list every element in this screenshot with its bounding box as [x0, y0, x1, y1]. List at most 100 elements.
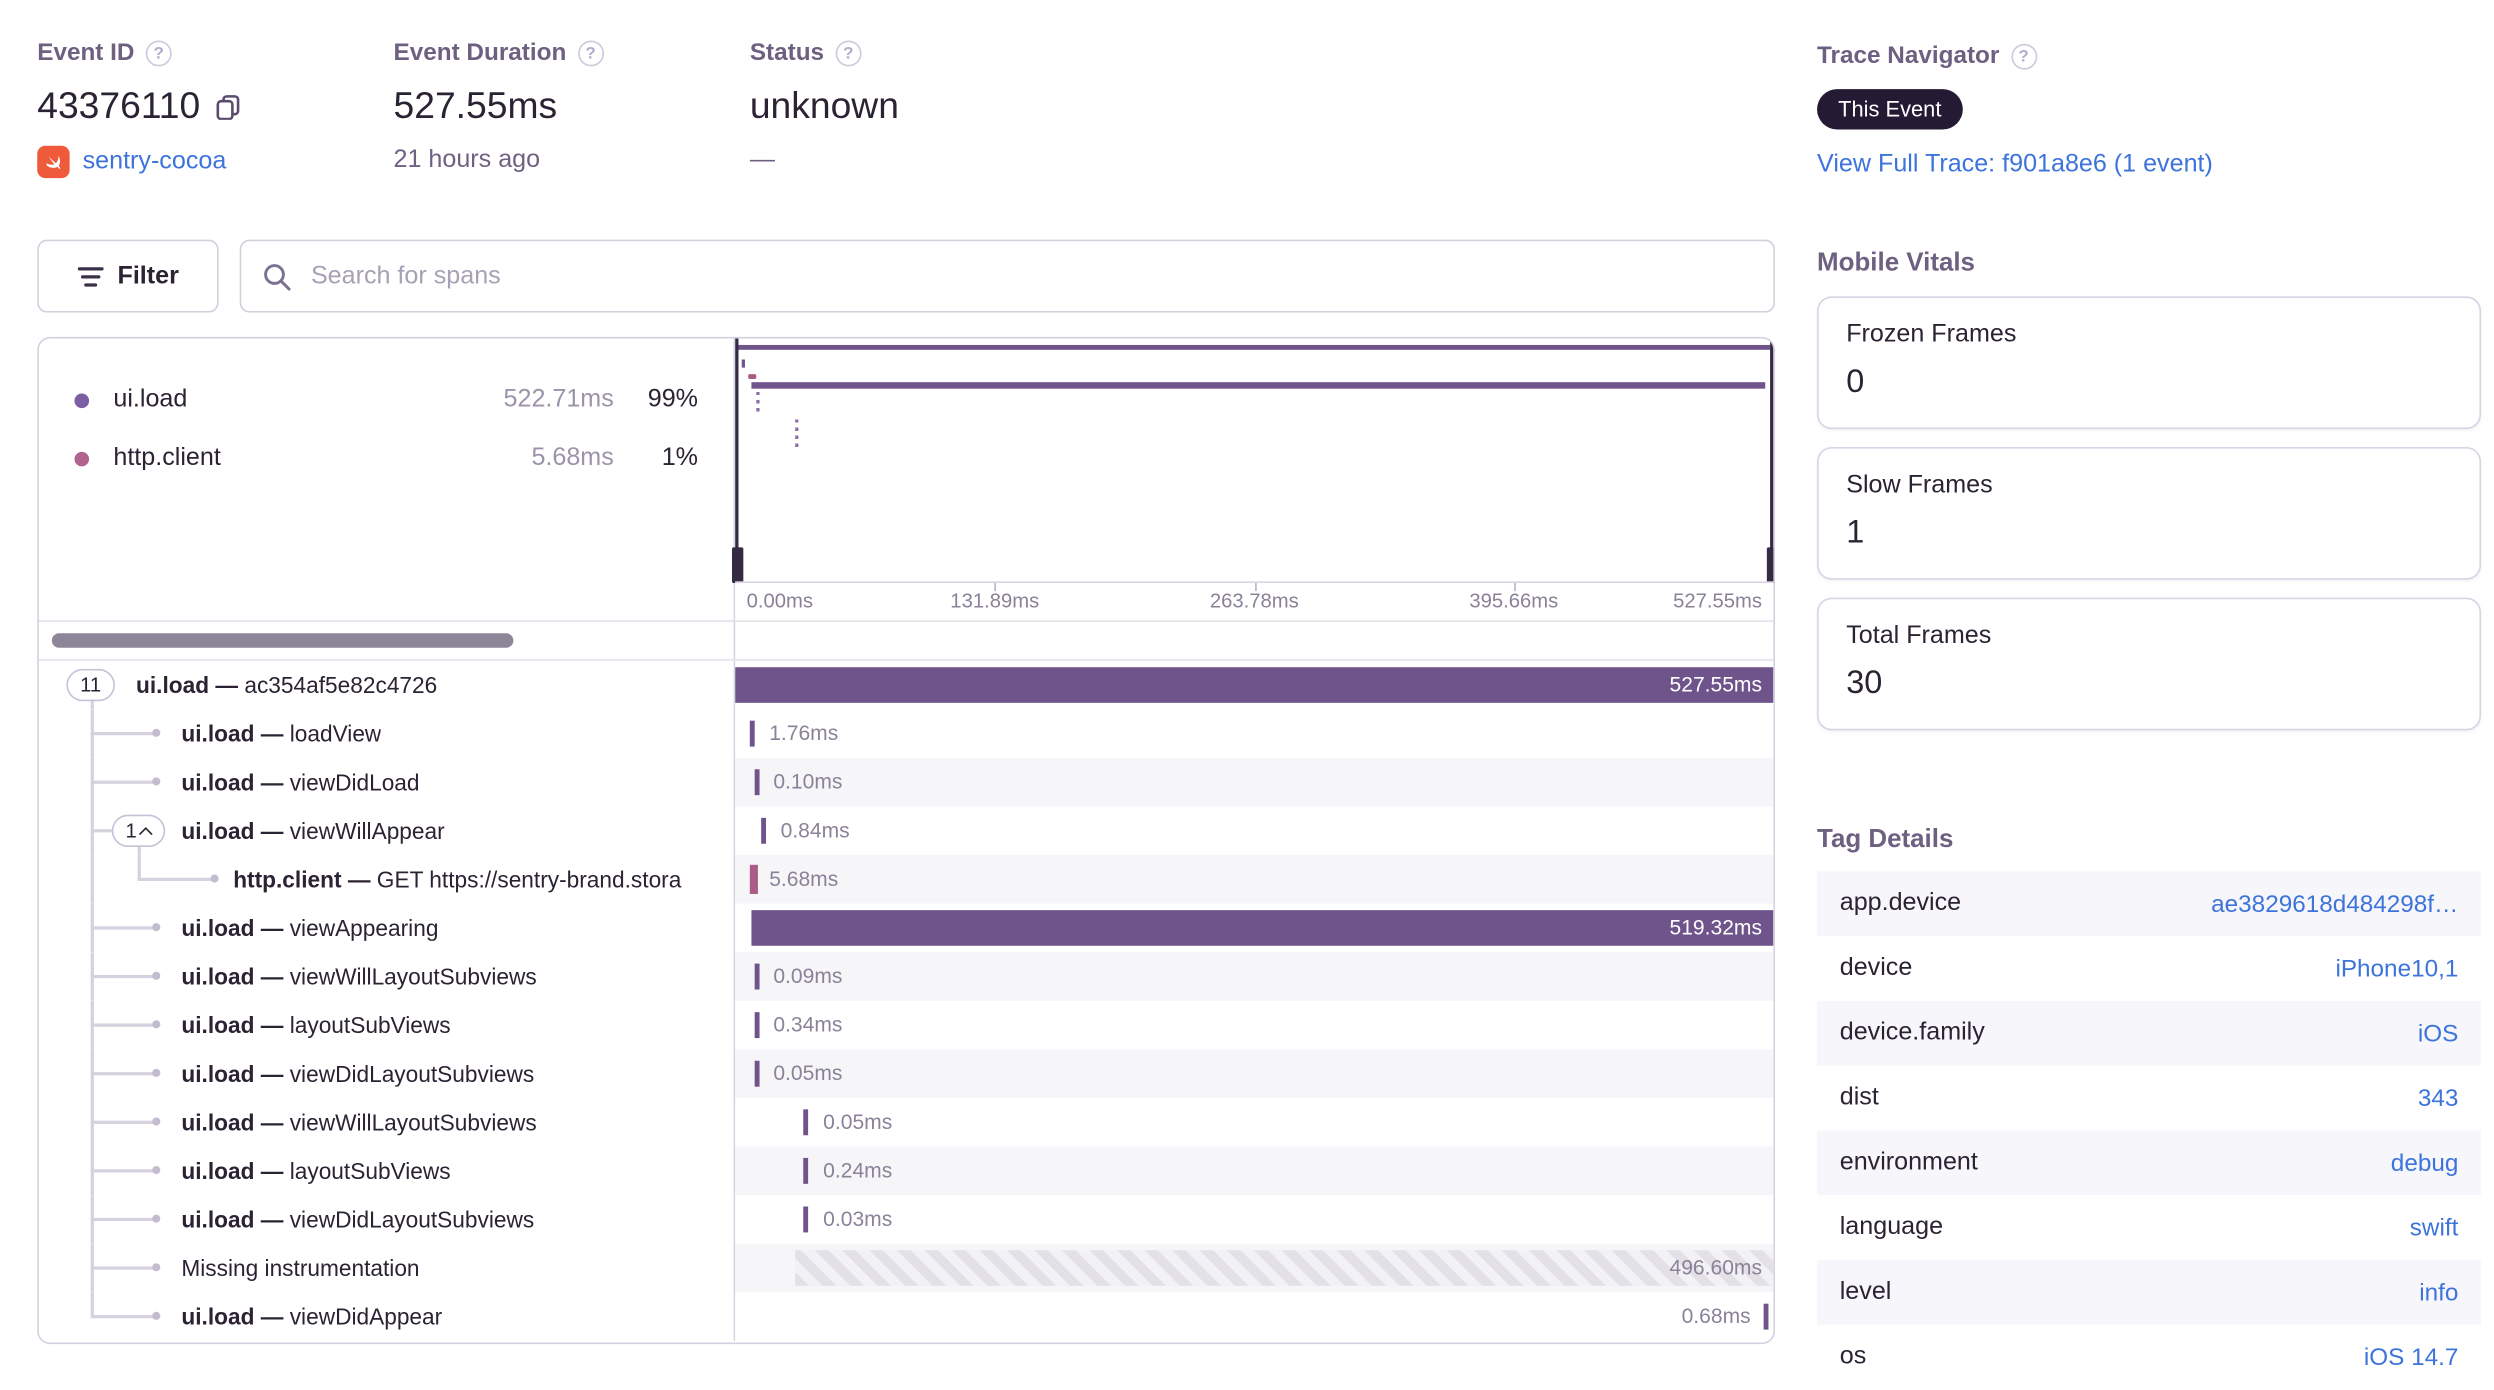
span-row[interactable]: ui.load — viewAppearing 519.32ms	[38, 903, 1774, 953]
span-duration-tick[interactable]	[753, 1012, 759, 1039]
span-row[interactable]: ui.load — layoutSubViews 0.24ms	[38, 1146, 1774, 1196]
span-duration-cell[interactable]: 5.68ms	[735, 855, 1774, 904]
tag-value-link[interactable]: ae3829618d484298f…	[2211, 889, 2459, 918]
span-duration-cell[interactable]: 0.84ms	[735, 806, 1774, 856]
span-duration-cell[interactable]: 1.76ms	[735, 709, 1774, 758]
tag-value-link[interactable]: iOS	[2417, 1019, 2459, 1047]
span-duration-tick[interactable]	[1763, 1303, 1769, 1330]
span-label: ui.load — layoutSubViews	[181, 1157, 451, 1184]
span-tree-cell[interactable]: ui.load — loadView	[38, 709, 736, 758]
tag-value-link[interactable]: iOS 14.7	[2363, 1343, 2459, 1371]
tree-scrollbar-thumb[interactable]	[51, 633, 514, 648]
filter-button[interactable]: Filter	[37, 239, 219, 313]
span-row[interactable]: http.client — GET https://sentry-brand.s…	[38, 855, 1774, 904]
span-children-count-pill[interactable]: 11	[66, 668, 115, 702]
missing-instrumentation-bar[interactable]: 496.60ms	[794, 1250, 1774, 1286]
span-row[interactable]: ui.load — viewWillLayoutSubviews 0.09ms	[38, 952, 1774, 1001]
span-duration-tick[interactable]	[753, 1060, 759, 1087]
span-row[interactable]: 1 ui.load — viewWillAppear 0.84ms	[38, 806, 1774, 856]
span-tree-cell[interactable]: http.client — GET https://sentry-brand.s…	[38, 855, 736, 904]
span-duration-cell[interactable]: 496.60ms	[735, 1243, 1774, 1293]
minimap-content[interactable]	[731, 338, 1774, 584]
span-duration-tick[interactable]	[753, 769, 759, 796]
span-row[interactable]: ui.load — viewWillLayoutSubviews 0.05ms	[38, 1098, 1774, 1147]
tag-value-link[interactable]: iPhone10,1	[2335, 954, 2459, 983]
help-icon[interactable]: ?	[145, 39, 172, 66]
span-row[interactable]: ui.load — layoutSubViews 0.34ms	[38, 1000, 1774, 1050]
span-duration-cell[interactable]: 0.68ms	[735, 1292, 1774, 1341]
help-icon[interactable]: ?	[577, 39, 604, 66]
span-collapse-pill[interactable]: 1	[111, 814, 166, 847]
span-op: ui.load —	[181, 817, 284, 844]
span-duration-label: 0.10ms	[773, 769, 843, 794]
span-duration-cell[interactable]: 0.05ms	[735, 1098, 1774, 1147]
help-icon[interactable]: ?	[2010, 42, 2037, 69]
tag-row: device iPhone10,1	[1817, 936, 2481, 1001]
span-tree-cell[interactable]: ui.load — viewDidLayoutSubviews	[38, 1049, 736, 1099]
span-tree-cell[interactable]: ui.load — layoutSubViews	[38, 1146, 736, 1196]
span-duration-cell[interactable]: 0.09ms	[735, 952, 1774, 1001]
span-duration-cell[interactable]: 0.10ms	[735, 757, 1774, 807]
vital-value: 1	[1846, 514, 1865, 551]
span-row[interactable]: ui.load — loadView 1.76ms	[38, 709, 1774, 758]
span-tree-cell[interactable]: Missing instrumentation	[38, 1243, 736, 1293]
span-duration-cell[interactable]: 0.34ms	[735, 1000, 1774, 1050]
span-duration-cell[interactable]: 519.32ms	[735, 903, 1774, 953]
span-label: ui.load — layoutSubViews	[181, 1012, 451, 1039]
minimap-right-handle[interactable]	[1766, 338, 1774, 584]
help-icon[interactable]: ?	[835, 39, 862, 66]
span-duration-tick[interactable]	[803, 1157, 809, 1184]
tag-value-link[interactable]: info	[2419, 1278, 2459, 1307]
span-duration-tick[interactable]	[803, 1109, 809, 1136]
span-label: Missing instrumentation	[181, 1255, 420, 1282]
axis-tick-mark	[1513, 583, 1516, 592]
span-row[interactable]: ui.load — viewDidLayoutSubviews 0.03ms	[38, 1195, 1774, 1244]
span-duration-cell[interactable]: 0.03ms	[735, 1195, 1774, 1244]
span-duration-cell[interactable]: 0.24ms	[735, 1146, 1774, 1196]
tag-value-link[interactable]: swift	[2409, 1213, 2459, 1242]
span-tree-cell[interactable]: 1 ui.load — viewWillAppear	[38, 806, 736, 856]
tree-connector	[137, 855, 141, 880]
span-tree-cell[interactable]: ui.load — viewWillLayoutSubviews	[38, 1098, 736, 1147]
span-duration-cell[interactable]: 0.05ms	[735, 1049, 1774, 1099]
span-duration-tick[interactable]	[753, 963, 759, 990]
span-row[interactable]: ui.load — viewDidLoad 0.10ms	[38, 757, 1774, 807]
span-duration-tick[interactable]	[749, 720, 755, 747]
span-duration-tick[interactable]	[749, 864, 758, 894]
span-tree-cell[interactable]: ui.load — layoutSubViews	[38, 1000, 736, 1050]
tag-value-link[interactable]: debug	[2390, 1149, 2459, 1177]
span-duration-tick[interactable]	[761, 817, 767, 844]
tree-connector	[90, 1069, 161, 1076]
axis-tick-label: 527.55ms	[1673, 589, 1762, 613]
span-row[interactable]: ui.load — viewDidLayoutSubviews 0.05ms	[38, 1049, 1774, 1099]
tree-connector	[90, 829, 112, 832]
span-tree-cell[interactable]: ui.load — viewDidAppear	[38, 1292, 736, 1341]
span-op: ui.load —	[181, 769, 284, 796]
span-tree-cell[interactable]: 11 ui.load — ac354af5e82c4726	[38, 660, 736, 710]
view-full-trace-link[interactable]: View Full Trace: f901a8e6 (1 event)	[1817, 150, 2213, 179]
tree-connector	[90, 1166, 161, 1173]
span-row[interactable]: ui.load — viewDidAppear 0.68ms	[38, 1292, 1774, 1341]
tag-value-link[interactable]: 343	[2417, 1084, 2459, 1112]
span-duration-bar[interactable]: 527.55ms	[735, 667, 1774, 703]
span-duration-bar[interactable]: 519.32ms	[751, 910, 1774, 946]
trace-minimap[interactable]: 0.00ms 131.89ms 263.78ms 395.66ms 527.55ms	[731, 338, 1774, 621]
span-duration-tick[interactable]	[803, 1206, 809, 1233]
vital-label: Total Frames	[1846, 621, 1992, 650]
span-tree-cell[interactable]: ui.load — viewWillLayoutSubviews	[38, 952, 736, 1001]
minimap-left-handle[interactable]	[731, 338, 743, 584]
search-input[interactable]	[307, 259, 1753, 293]
span-tree: 11 ui.load — ac354af5e82c4726 527.55ms ui.l…	[38, 660, 1774, 1341]
event-duration-value: 527.55ms	[393, 84, 558, 127]
span-tree-cell[interactable]: ui.load — viewDidLoad	[38, 757, 736, 807]
project-link[interactable]: sentry-cocoa	[82, 147, 227, 175]
span-tree-cell[interactable]: ui.load — viewDidLayoutSubviews	[38, 1195, 736, 1244]
span-label: ui.load — ac354af5e82c4726	[136, 672, 438, 698]
span-duration-cell[interactable]: 527.55ms	[735, 660, 1774, 710]
span-row[interactable]: 11 ui.load — ac354af5e82c4726 527.55ms	[38, 660, 1774, 710]
copy-icon[interactable]	[215, 93, 241, 120]
span-tree-cell[interactable]: ui.load — viewAppearing	[38, 903, 736, 953]
vital-card: Slow Frames 1	[1817, 446, 2482, 580]
span-duration-label: 0.09ms	[773, 963, 843, 988]
span-row[interactable]: Missing instrumentation 496.60ms	[38, 1243, 1774, 1293]
